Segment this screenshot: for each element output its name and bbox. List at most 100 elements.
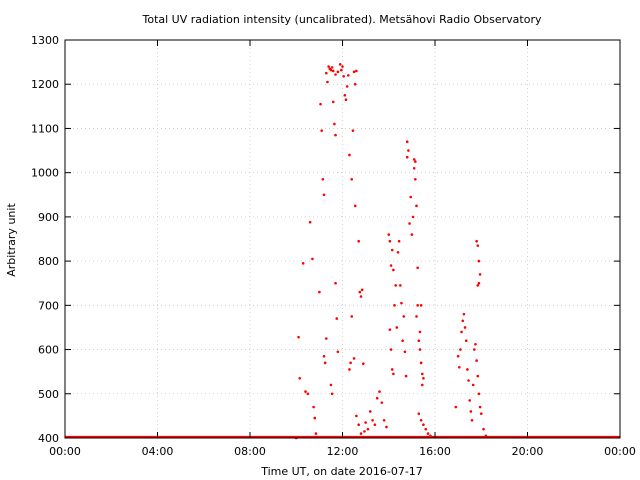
data-point	[345, 85, 349, 88]
data-point	[484, 434, 488, 438]
data-point	[357, 423, 360, 427]
data-point	[338, 63, 342, 66]
data-point	[352, 357, 356, 360]
y-tick-label: 1000	[31, 167, 59, 180]
data-point	[419, 304, 423, 307]
data-point	[416, 266, 419, 270]
data-point	[371, 419, 374, 422]
data-point	[466, 368, 469, 371]
data-point	[336, 350, 340, 354]
data-point	[390, 368, 394, 371]
data-point	[355, 69, 358, 73]
data-point	[297, 335, 300, 339]
data-point	[342, 74, 345, 78]
data-point	[349, 361, 352, 365]
data-point	[463, 326, 467, 329]
data-point	[353, 82, 357, 86]
y-tick-label: 1100	[31, 122, 59, 135]
data-point	[373, 423, 377, 427]
x-tick-label: 08:00	[234, 445, 266, 458]
data-point	[478, 405, 482, 409]
data-point	[388, 239, 392, 243]
y-tick-label: 800	[38, 255, 59, 268]
data-point	[471, 383, 475, 387]
data-point	[422, 423, 425, 427]
data-point	[334, 281, 337, 285]
y-tick-label: 1300	[31, 34, 59, 47]
data-point	[298, 377, 302, 380]
y-tick-label: 600	[38, 344, 59, 357]
data-point	[457, 365, 461, 369]
data-point	[318, 290, 321, 294]
data-point	[322, 193, 326, 197]
data-point	[330, 66, 334, 69]
data-point	[336, 70, 340, 74]
data-point	[330, 392, 334, 396]
data-point	[358, 290, 362, 294]
data-point	[410, 233, 414, 236]
data-point	[390, 248, 394, 252]
x-tick-label: 00:00	[49, 445, 81, 458]
data-point	[387, 233, 391, 236]
grid-lines	[65, 40, 620, 438]
data-point	[416, 304, 419, 307]
data-point	[334, 133, 337, 137]
data-point	[394, 284, 397, 287]
data-point	[467, 379, 470, 382]
x-tick-labels: 00:00 04:00 08:00 12:00 16:00 20:00 00:00	[49, 445, 636, 458]
data-point	[401, 339, 404, 343]
data-point	[329, 383, 333, 387]
y-tick-labels: 400 500 600 700 800 900 1000 1100 1200 1300	[31, 34, 59, 445]
data-point	[476, 284, 480, 287]
data-point	[420, 372, 424, 376]
x-tick-label: 04:00	[142, 445, 174, 458]
data-point	[357, 239, 360, 243]
data-point	[388, 328, 392, 331]
x-tick-label: 16:00	[419, 445, 451, 458]
data-point	[380, 401, 384, 404]
x-tick-label: 20:00	[512, 445, 544, 458]
data-point	[306, 392, 310, 396]
tick-marks	[64, 39, 621, 439]
y-tick-label: 700	[38, 299, 59, 312]
data-point	[473, 348, 476, 351]
data-point	[464, 339, 468, 343]
data-point	[476, 244, 480, 247]
data-point	[403, 350, 407, 354]
data-point	[353, 204, 357, 208]
data-point	[348, 153, 351, 157]
data-point	[392, 268, 395, 272]
data-point	[325, 71, 328, 75]
data-point	[417, 339, 421, 343]
data-point	[396, 250, 400, 254]
data-point	[301, 262, 305, 265]
data-point	[459, 348, 462, 351]
data-point	[474, 342, 477, 346]
data-point	[368, 410, 372, 413]
data-point	[479, 412, 483, 415]
data-point	[412, 166, 416, 170]
data-point	[476, 374, 480, 378]
data-point	[362, 362, 365, 366]
data-point	[364, 421, 367, 424]
data-point	[400, 301, 403, 305]
data-point	[375, 396, 379, 400]
data-point	[419, 419, 423, 422]
data-point	[419, 361, 423, 365]
y-tick-label: 500	[38, 388, 59, 401]
data-point	[343, 93, 347, 97]
data-point	[470, 419, 474, 422]
data-point	[418, 348, 422, 351]
data-point	[312, 405, 315, 409]
data-point	[350, 178, 354, 181]
data-point	[477, 281, 481, 285]
data-point	[355, 414, 358, 418]
data-point	[405, 140, 409, 144]
data-point	[335, 317, 339, 320]
data-point	[329, 68, 333, 72]
data-point	[323, 361, 327, 365]
x-tick-label: 00:00	[604, 445, 636, 458]
data-point	[393, 304, 396, 307]
data-point	[327, 65, 330, 68]
